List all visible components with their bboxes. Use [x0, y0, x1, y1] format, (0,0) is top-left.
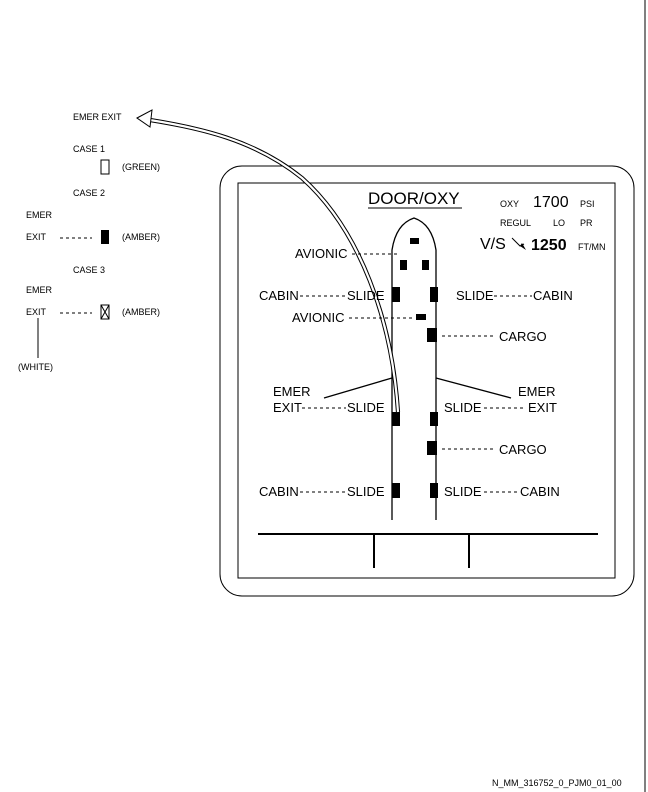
label-cargo-fwd: CARGO	[499, 330, 547, 343]
right-wing	[436, 378, 511, 398]
oxy-value: 1700	[533, 195, 569, 211]
label-emer-left-slide: SLIDE	[347, 401, 385, 414]
legend-title: EMER EXIT	[73, 113, 122, 122]
callout-arrow-inner	[150, 120, 398, 412]
legend-case1-door-symbol	[101, 160, 109, 174]
callout-arrow-icon	[150, 120, 398, 412]
label-cabin-aft-right: CABIN	[520, 485, 560, 498]
label-emer-left-1: EMER	[273, 385, 311, 398]
label-avionic-mid: AVIONIC	[292, 311, 345, 324]
label-emer-right-slide: SLIDE	[444, 401, 482, 414]
door-avionic-top	[410, 238, 419, 244]
label-slide-aft-left: SLIDE	[347, 485, 385, 498]
page-title: DOOR/OXY	[368, 190, 460, 207]
label-slide-fwd-left: SLIDE	[347, 289, 385, 302]
vs-unit: FT/MN	[578, 243, 606, 252]
door-cabin-aft-right	[430, 483, 438, 498]
label-cabin-aft-left: CABIN	[259, 485, 299, 498]
legend-case3-label: CASE 3	[73, 266, 105, 275]
callout-arrowhead-icon	[137, 110, 152, 127]
label-cabin-fwd-right: CABIN	[533, 289, 573, 302]
regul-state: LO	[553, 219, 565, 228]
legend-case3-emer: EMER	[26, 286, 52, 295]
door-avionic-left	[400, 260, 407, 270]
door-cabin-aft-left	[392, 483, 400, 498]
door-cabin-fwd-right	[430, 287, 438, 302]
door-avionic-mid	[416, 314, 426, 320]
oxy-label: OXY	[500, 200, 519, 209]
legend-case2-door-symbol	[101, 230, 109, 244]
regul-label: REGUL	[500, 219, 531, 228]
label-emer-right-2: EXIT	[528, 401, 557, 414]
legend-white-note: (WHITE)	[18, 363, 53, 372]
legend-case3-exit: EXIT	[26, 308, 46, 317]
regul-unit: PR	[580, 219, 593, 228]
door-cargo-fwd	[427, 328, 437, 342]
vs-value: 1250	[531, 238, 567, 254]
figure-reference: N_MM_316752_0_PJM0_01_00	[492, 779, 622, 788]
legend-case1-color: (GREEN)	[122, 163, 160, 172]
label-avionic-top: AVIONIC	[295, 247, 348, 260]
label-emer-left-2: EXIT	[273, 401, 302, 414]
label-cabin-fwd-left: CABIN	[259, 289, 299, 302]
door-avionic-right	[422, 260, 429, 270]
left-wing	[324, 378, 392, 398]
vs-label: V/S	[480, 237, 506, 253]
label-slide-fwd-right: SLIDE	[456, 289, 494, 302]
door-emer-left	[392, 412, 400, 426]
legend-case2-color: (AMBER)	[122, 233, 160, 242]
door-cabin-fwd-left	[392, 287, 400, 302]
label-emer-right-1: EMER	[518, 385, 556, 398]
display-outer-frame	[220, 166, 634, 596]
fuselage-outline	[392, 218, 436, 520]
legend-case3-color: (AMBER)	[122, 308, 160, 317]
legend-case2-emer: EMER	[26, 211, 52, 220]
door-emer-right	[430, 412, 438, 426]
legend-case2-label: CASE 2	[73, 189, 105, 198]
label-cargo-aft: CARGO	[499, 443, 547, 456]
label-slide-aft-right: SLIDE	[444, 485, 482, 498]
legend-case2-exit: EXIT	[26, 233, 46, 242]
door-cargo-aft	[427, 441, 437, 455]
oxy-unit: PSI	[580, 200, 595, 209]
legend-case1-label: CASE 1	[73, 145, 105, 154]
